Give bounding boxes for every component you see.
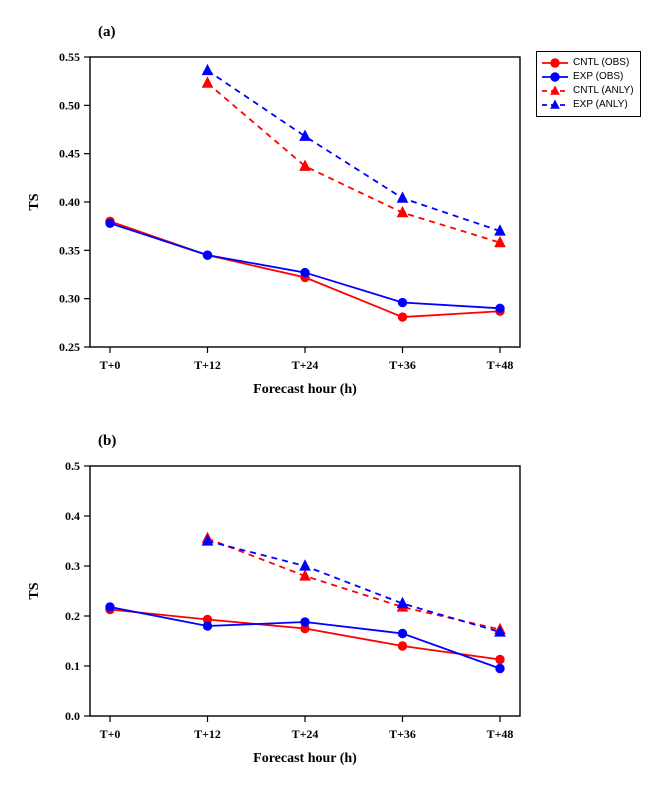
series-marker <box>203 622 211 630</box>
series-marker <box>398 642 406 650</box>
x-axis-label: Forecast hour (h) <box>253 751 357 766</box>
ytick-label: 0.4 <box>65 509 80 523</box>
x-axis-label: Forecast hour (h) <box>253 382 357 397</box>
ytick-label: 0.2 <box>65 609 80 623</box>
panel-b-row: 0.0 0.1 0.2 0.3 0.4 0.5 T+0 T+12 T+24 T+36 T+48 For… <box>20 456 640 776</box>
legend-item: CNTL (OBS) <box>541 56 634 70</box>
xtick-label: T+0 <box>100 358 121 372</box>
chart-b: 0.0 0.1 0.2 0.3 0.4 0.5 T+0 T+12 T+24 T+36 T+48 For… <box>20 456 530 776</box>
series-marker <box>496 655 504 663</box>
panel-b-label: (b) <box>98 433 640 450</box>
series-marker <box>398 298 406 306</box>
legend-swatch <box>541 84 569 98</box>
legend-item: CNTL (ANLY) <box>541 84 634 98</box>
series-marker <box>106 603 114 611</box>
legend-label: CNTL (OBS) <box>573 56 629 70</box>
xtick-label: T+36 <box>389 727 416 741</box>
chart-b-svg: 0.0 0.1 0.2 0.3 0.4 0.5 T+0 T+12 T+24 T+36 T+48 For… <box>20 456 530 771</box>
xtick-label: T+0 <box>100 727 121 741</box>
legend: CNTL (OBS)EXP (OBS)CNTL (ANLY)EXP (ANLY) <box>536 51 641 117</box>
legend-label: EXP (OBS) <box>573 70 623 84</box>
series-marker <box>203 251 211 259</box>
xtick-label: T+36 <box>389 358 416 372</box>
xtick-label: T+24 <box>292 727 319 741</box>
legend-label: CNTL (ANLY) <box>573 84 634 98</box>
ytick-label: 0.40 <box>59 195 80 209</box>
y-axis-label: TS <box>27 582 42 599</box>
ytick-label: 0.3 <box>65 559 80 573</box>
panel-a-label: (a) <box>98 24 640 41</box>
legend-swatch <box>541 98 569 112</box>
ytick-label: 0.0 <box>65 709 80 723</box>
series-marker <box>496 304 504 312</box>
series-marker <box>301 618 309 626</box>
ytick-label: 0.50 <box>59 98 80 112</box>
ytick-label: 0.35 <box>59 243 80 257</box>
chart-a-svg: 0.25 0.30 0.35 0.40 0.45 0.50 0.55 T+0 T+12 T+24 T… <box>20 47 530 402</box>
legend-swatch <box>541 56 569 70</box>
xtick-label: T+12 <box>194 358 221 372</box>
ytick-label: 0.5 <box>65 459 80 473</box>
series-marker <box>496 664 504 672</box>
legend-item: EXP (ANLY) <box>541 98 634 112</box>
xtick-label: T+24 <box>292 358 319 372</box>
ytick-label: 0.45 <box>59 147 80 161</box>
xtick-label: T+12 <box>194 727 221 741</box>
series-marker <box>106 219 114 227</box>
series-marker <box>398 313 406 321</box>
panel-a-row: 0.25 0.30 0.35 0.40 0.45 0.50 0.55 T+0 T+12 T+24 T… <box>20 47 640 407</box>
chart-a: 0.25 0.30 0.35 0.40 0.45 0.50 0.55 T+0 T+12 T+24 T… <box>20 47 530 407</box>
xtick-label: T+48 <box>487 358 514 372</box>
ytick-label: 0.30 <box>59 292 80 306</box>
ytick-label: 0.55 <box>59 50 80 64</box>
figure: (a) 0.25 0.30 0.35 0.40 0.45 0.50 0.55 T+0 T+12 T… <box>20 24 640 776</box>
xtick-label: T+48 <box>487 727 514 741</box>
series-marker <box>398 629 406 637</box>
ytick-label: 0.1 <box>65 659 80 673</box>
legend-swatch <box>541 70 569 84</box>
legend-label: EXP (ANLY) <box>573 98 628 112</box>
legend-item: EXP (OBS) <box>541 70 634 84</box>
y-axis-label: TS <box>27 193 42 210</box>
ytick-label: 0.25 <box>59 340 80 354</box>
series-marker <box>301 268 309 276</box>
